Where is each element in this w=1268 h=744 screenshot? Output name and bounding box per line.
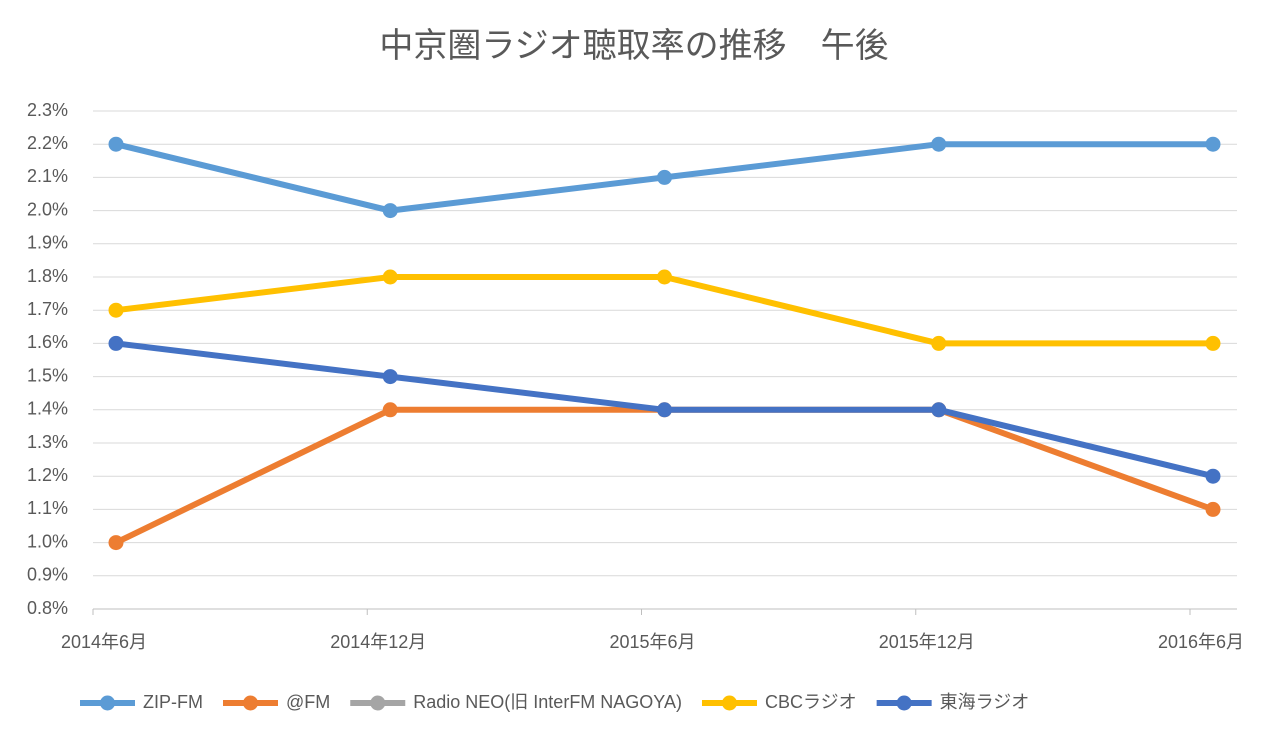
y-tick-label: 1.4% <box>27 399 68 419</box>
y-tick-label: 1.3% <box>27 432 68 452</box>
legend-label: CBCラジオ <box>765 692 857 712</box>
x-tick-label: 2014年6月 <box>61 632 147 652</box>
data-point <box>931 402 947 418</box>
y-tick-label: 1.5% <box>27 365 68 385</box>
y-tick-label: 1.6% <box>27 332 68 352</box>
data-point <box>657 269 672 285</box>
data-point <box>108 535 124 551</box>
legend-label: 東海ラジオ <box>940 692 1030 712</box>
data-point <box>382 269 398 285</box>
chart-title: 中京圏ラジオ聴取率の推移 午後 <box>379 27 888 65</box>
y-tick-label: 1.9% <box>27 233 68 253</box>
data-point <box>1205 501 1221 517</box>
x-tick-label: 2015年6月 <box>609 632 695 652</box>
data-point <box>1205 136 1221 152</box>
data-point <box>1205 335 1221 351</box>
y-tick-label: 2.1% <box>27 166 68 186</box>
data-point <box>382 203 398 219</box>
data-point <box>382 369 398 385</box>
y-tick-label: 2.0% <box>27 199 68 219</box>
x-tick-label: 2014年12月 <box>330 632 426 652</box>
legend-marker <box>721 695 737 711</box>
data-point <box>931 136 947 152</box>
legend-label: @FM <box>286 692 330 712</box>
data-point <box>108 335 124 351</box>
y-tick-label: 1.8% <box>27 266 68 286</box>
legend-marker <box>896 695 912 711</box>
x-tick-label: 2016年6月 <box>1158 632 1244 652</box>
data-point <box>931 335 947 351</box>
legend-marker <box>370 695 386 711</box>
data-point <box>657 169 672 185</box>
y-tick-label: 2.3% <box>27 100 68 120</box>
data-point <box>657 402 672 418</box>
y-tick-label: 1.2% <box>27 465 68 485</box>
y-tick-label: 1.1% <box>27 498 68 518</box>
legend-label: ZIP-FM <box>143 692 203 712</box>
x-tick-label: 2015年12月 <box>879 632 975 652</box>
data-point <box>382 402 398 418</box>
legend-marker <box>100 695 115 711</box>
y-tick-label: 0.8% <box>27 598 68 618</box>
data-point <box>108 302 124 318</box>
data-point <box>1205 468 1221 484</box>
legend-marker <box>243 695 258 711</box>
y-tick-label: 1.7% <box>27 299 68 319</box>
data-point <box>108 136 124 152</box>
y-tick-label: 2.2% <box>27 133 68 153</box>
y-tick-label: 1.0% <box>27 531 68 551</box>
y-tick-label: 0.9% <box>27 565 68 585</box>
legend-label: Radio NEO(旧 InterFM NAGOYA) <box>413 692 682 712</box>
